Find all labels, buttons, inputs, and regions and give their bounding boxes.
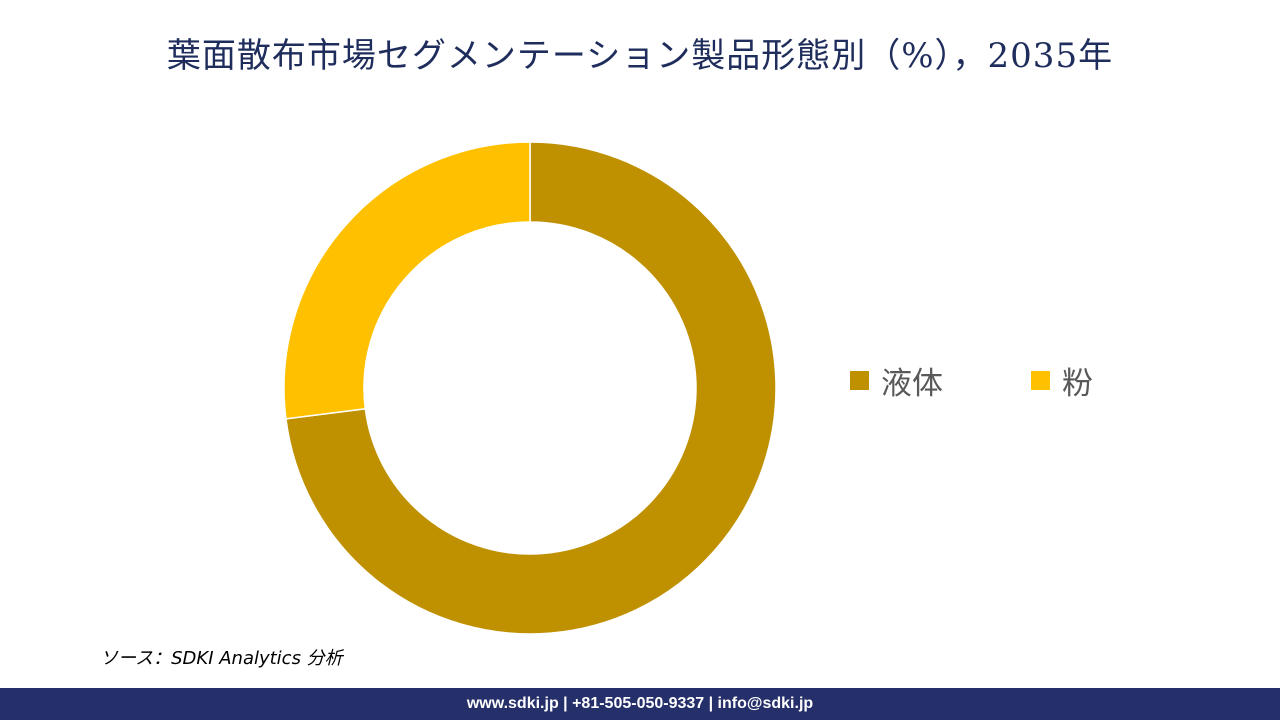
legend-item-2: 粉 — [1031, 358, 1093, 403]
legend-label: 粉 — [1062, 365, 1093, 402]
footer-contact: www.sdki.jp | +81-505-050-9337 | info@sd… — [466, 695, 814, 712]
donut-chart — [283, 141, 777, 635]
chart-legend: 液体 粉 — [850, 356, 1181, 404]
legend-item-1: 液体 — [850, 358, 943, 403]
donut-slice-1 — [285, 141, 777, 635]
legend-swatch — [1031, 370, 1050, 390]
legend-label: 液体 — [881, 365, 943, 402]
legend-swatch — [850, 370, 869, 390]
source-note: ソース：SDKI Analytics 分析 — [100, 648, 343, 669]
donut-slice-2 — [283, 141, 531, 420]
chart-title: 葉面散布市場セグメンテーション製品形態別（%），2035年 — [166, 36, 1114, 76]
footer-bar: www.sdki.jp | +81-505-050-9337 | info@sd… — [0, 688, 1280, 720]
